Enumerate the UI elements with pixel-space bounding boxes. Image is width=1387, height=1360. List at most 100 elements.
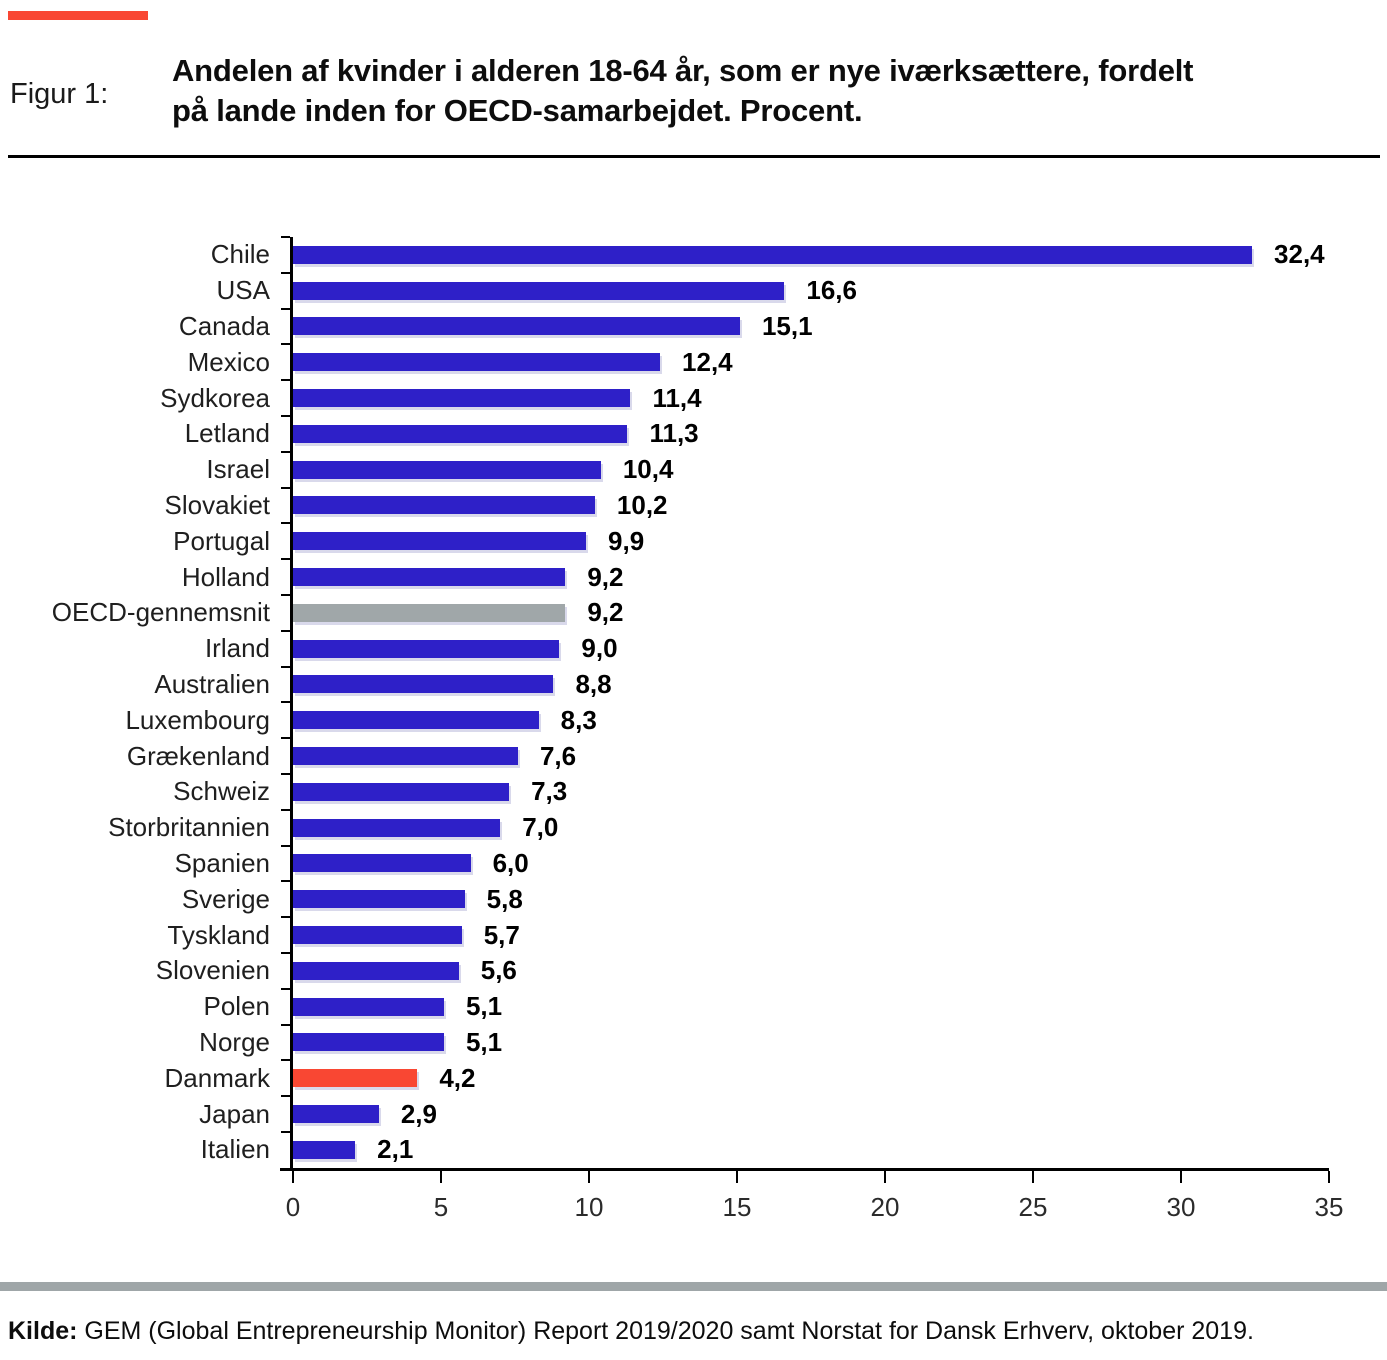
- bar-area: 7,0: [281, 808, 1387, 846]
- value-label: 8,8: [575, 668, 612, 699]
- category-label: Slovenien: [155, 955, 270, 986]
- bar-area: 16,6: [281, 271, 1387, 309]
- bar: [293, 281, 785, 300]
- category-label: Schweiz: [173, 776, 270, 807]
- bar: [293, 568, 566, 587]
- y-axis-tick: [281, 414, 290, 417]
- x-axis-tick: [736, 1170, 738, 1183]
- y-axis-tick: [281, 271, 290, 274]
- value-label: 5,1: [465, 1026, 503, 1057]
- bar: [293, 353, 661, 372]
- value-label: 11,3: [649, 418, 699, 449]
- value-label: 15,1: [761, 310, 813, 341]
- chart-row: Danmark 4,2: [0, 1059, 1387, 1097]
- figure-number-label: Figur 1:: [10, 78, 109, 110]
- bar-area: 7,3: [281, 772, 1387, 810]
- bar-area: 4,2: [281, 1059, 1387, 1097]
- value-label: 12,4: [682, 346, 733, 377]
- chart-rows: Chile 32,4 USA 16,6 Canada 15,1 Mexico 12,4 Sydk…: [0, 236, 1387, 1168]
- category-label: USA: [216, 275, 270, 306]
- bar-area: 5,1: [281, 1023, 1387, 1061]
- bar-area: 6,0: [281, 844, 1387, 882]
- figure-title: Andelen af kvinder i alderen 18-64 år, s…: [172, 51, 1193, 131]
- y-axis-tick: [281, 701, 290, 704]
- source-text: Kilde: GEM (Global Entrepreneurship Moni…: [0, 1317, 1387, 1346]
- category-label: Italien: [200, 1134, 270, 1165]
- chart-row: Irland 9,0: [0, 629, 1387, 667]
- y-axis-tick: [281, 880, 290, 883]
- category-label: Sydkorea: [160, 382, 270, 413]
- x-axis-tick: [440, 1170, 442, 1183]
- y-axis-tick: [281, 1095, 290, 1098]
- bar-area: 5,8: [281, 880, 1387, 918]
- category-label: Mexico: [187, 346, 270, 377]
- bar-area: 11,4: [281, 379, 1387, 416]
- bar-area: 9,2: [281, 558, 1387, 595]
- bar: [293, 317, 740, 336]
- bar: [293, 245, 1253, 264]
- chart-row: Slovakiet 10,2: [0, 486, 1387, 524]
- bar-area: 2,1: [281, 1130, 1387, 1168]
- bar-area: 10,2: [281, 486, 1387, 524]
- x-axis-tick-label: 0: [285, 1191, 301, 1222]
- chart-row: Holland 9,2: [0, 558, 1387, 595]
- y-axis-tick: [281, 737, 290, 740]
- category-label: Sverige: [181, 883, 270, 914]
- category-label: Luxembourg: [125, 704, 270, 735]
- value-label: 5,8: [486, 883, 523, 914]
- chart-row: Israel 10,4: [0, 450, 1387, 488]
- y-axis-tick: [281, 486, 290, 489]
- bar-area: 5,1: [281, 987, 1387, 1025]
- bar-area: 8,3: [281, 701, 1387, 739]
- y-axis-tick: [281, 772, 290, 775]
- header-divider: [8, 155, 1380, 158]
- chart-row: Japan 2,9: [0, 1095, 1387, 1132]
- x-axis-tick-label: 30: [1166, 1191, 1196, 1222]
- bar: [293, 460, 601, 479]
- x-axis-tick: [1180, 1170, 1182, 1183]
- category-label: Letland: [184, 418, 270, 449]
- figure-title-line1: Andelen af kvinder i alderen 18-64 år, s…: [172, 53, 1194, 88]
- figure-header: Figur 1: Andelen af kvinder i alderen 18…: [0, 0, 1387, 131]
- source-body: GEM (Global Entrepreneurship Monitor) Re…: [77, 1316, 1254, 1345]
- bar-area: 15,1: [281, 307, 1387, 345]
- category-label: Norge: [199, 1026, 270, 1057]
- value-label: 2,9: [400, 1098, 437, 1129]
- y-axis-tick: [281, 844, 290, 847]
- value-label: 4,2: [439, 1062, 476, 1093]
- chart-row: Canada 15,1: [0, 307, 1387, 345]
- bar-area: 8,8: [281, 665, 1387, 703]
- bar: [293, 603, 566, 622]
- chart-row: Mexico 12,4: [0, 343, 1387, 381]
- category-label: Spanien: [174, 847, 270, 878]
- chart-row: Chile 32,4: [0, 236, 1387, 273]
- bar-area: 11,3: [281, 414, 1387, 452]
- source-prefix: Kilde:: [8, 1316, 78, 1345]
- chart-row: Letland 11,3: [0, 414, 1387, 452]
- x-axis-line: [280, 1167, 1329, 1171]
- chart-row: Grækenland 7,6: [0, 737, 1387, 774]
- bar: [293, 818, 501, 837]
- y-axis-tick: [281, 1130, 290, 1133]
- x-axis-tick: [1032, 1170, 1034, 1183]
- value-label: 2,1: [377, 1134, 414, 1165]
- bar-area: 9,0: [281, 629, 1387, 667]
- bar: [293, 532, 587, 551]
- bar-area: 9,2: [281, 593, 1387, 631]
- y-axis-tick: [281, 1023, 290, 1026]
- value-label: 7,0: [522, 812, 559, 843]
- x-axis-tick-label: 25: [1018, 1191, 1048, 1222]
- y-axis-tick: [281, 987, 290, 990]
- y-axis-tick: [281, 593, 290, 596]
- figure-title-line2: på lande inden for OECD-samarbejdet. Pro…: [172, 93, 863, 128]
- category-label: Irland: [204, 633, 270, 664]
- value-label: 9,2: [587, 597, 624, 628]
- value-label: 10,2: [616, 489, 668, 520]
- value-label: 5,7: [483, 919, 520, 950]
- y-axis-tick: [281, 665, 290, 668]
- category-label: Holland: [181, 561, 270, 592]
- bar: [293, 1105, 379, 1124]
- value-label: 16,6: [806, 275, 857, 306]
- y-axis-tick: [281, 558, 290, 561]
- category-label: Polen: [203, 991, 271, 1022]
